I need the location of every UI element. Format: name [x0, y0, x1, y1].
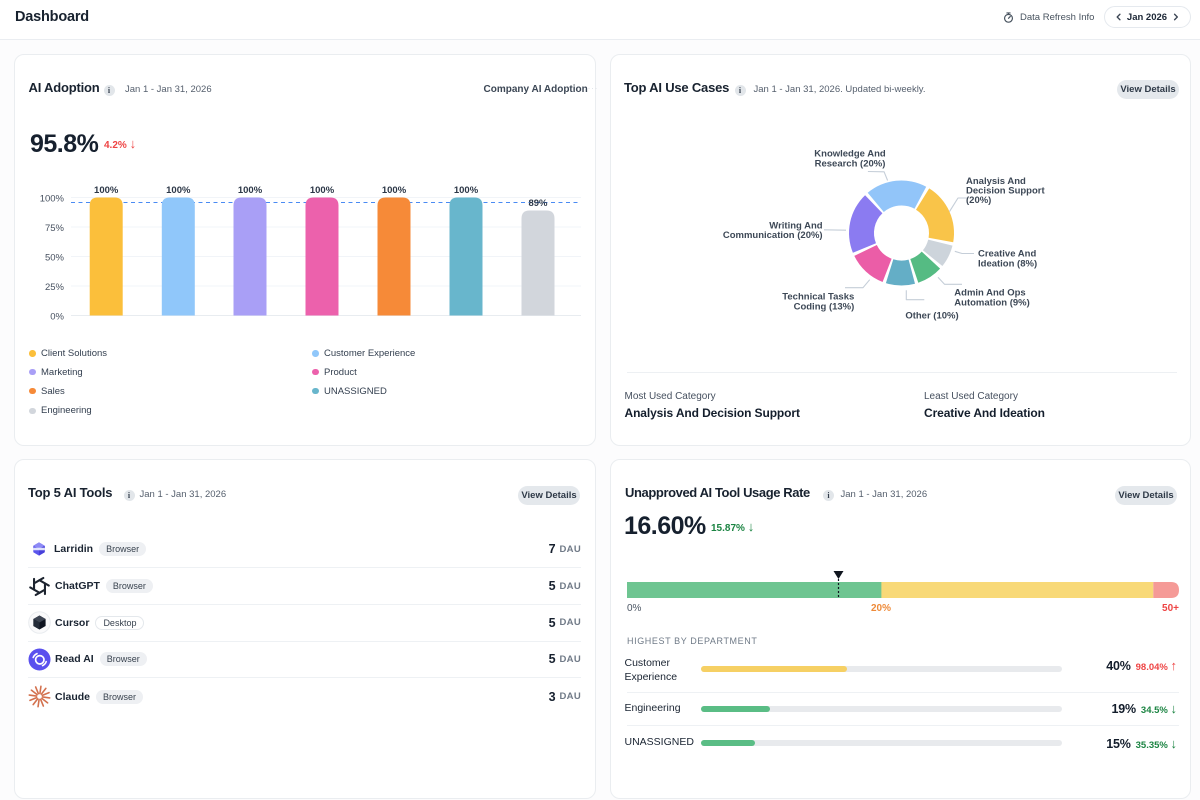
svg-text:25%: 25%: [45, 282, 65, 293]
svg-text:Communication (20%): Communication (20%): [723, 230, 823, 241]
svg-text:Analysis And: Analysis And: [966, 176, 1026, 187]
svg-text:Ideation (8%): Ideation (8%): [978, 259, 1037, 270]
svg-text:50%: 50%: [45, 253, 65, 264]
svg-text:100%: 100%: [238, 185, 263, 196]
svg-text:Other (10%): Other (10%): [905, 311, 958, 322]
svg-text:100%: 100%: [454, 185, 479, 196]
svg-text:0%: 0%: [627, 603, 642, 614]
svg-text:(20%): (20%): [966, 195, 991, 206]
svg-text:Decision Support: Decision Support: [966, 186, 1045, 197]
svg-text:0%: 0%: [50, 312, 64, 323]
svg-text:100%: 100%: [310, 185, 335, 196]
svg-text:89%: 89%: [528, 198, 548, 209]
svg-text:100%: 100%: [40, 194, 65, 205]
svg-text:20%: 20%: [871, 603, 891, 614]
svg-text:Technical Tasks: Technical Tasks: [782, 292, 854, 303]
svg-text:Admin And Ops: Admin And Ops: [954, 288, 1025, 299]
svg-text:Knowledge And: Knowledge And: [814, 149, 886, 160]
svg-text:Research (20%): Research (20%): [815, 158, 886, 169]
svg-text:Creative And: Creative And: [978, 249, 1036, 260]
svg-text:Writing And: Writing And: [769, 221, 822, 232]
svg-text:100%: 100%: [94, 185, 119, 196]
svg-text:Automation (9%): Automation (9%): [954, 297, 1029, 308]
svg-text:Coding (13%): Coding (13%): [794, 301, 855, 312]
svg-text:50+: 50+: [1162, 603, 1179, 614]
svg-text:100%: 100%: [382, 185, 407, 196]
svg-text:100%: 100%: [166, 185, 191, 196]
svg-text:75%: 75%: [45, 223, 65, 234]
